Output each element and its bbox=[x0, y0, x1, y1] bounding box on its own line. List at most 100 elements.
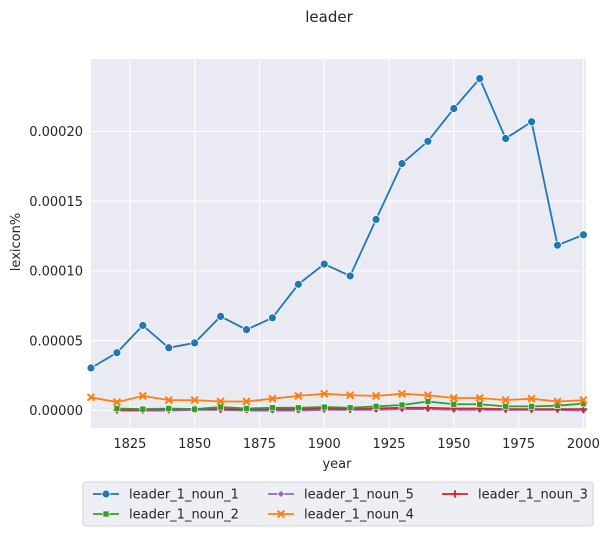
x-marker bbox=[449, 393, 458, 403]
square-marker bbox=[191, 405, 198, 413]
legend-item-leader_1_noun_2: leader_1_noun_2 bbox=[93, 508, 239, 523]
data-point bbox=[372, 403, 380, 410]
data-point bbox=[553, 397, 562, 406]
data-point bbox=[112, 398, 122, 407]
x-tick-label: 1925 bbox=[372, 437, 405, 452]
x-marker bbox=[475, 393, 484, 403]
data-point bbox=[216, 311, 225, 321]
square-marker bbox=[165, 405, 173, 412]
legend-label: leader_1_noun_1 bbox=[129, 488, 239, 503]
circle-marker bbox=[86, 363, 96, 373]
data-point bbox=[268, 313, 277, 323]
square-marker bbox=[139, 405, 147, 413]
data-point bbox=[527, 394, 536, 403]
chart-title: leader bbox=[305, 8, 353, 26]
y-tick-label: 0.00020 bbox=[29, 125, 83, 140]
square-marker bbox=[528, 403, 535, 410]
data-point bbox=[501, 134, 511, 143]
x-marker bbox=[501, 395, 510, 405]
circle-marker bbox=[527, 117, 536, 127]
y-axis-label: lexicon% bbox=[9, 213, 24, 271]
data-point bbox=[319, 259, 329, 269]
data-point bbox=[293, 279, 303, 289]
circle-marker bbox=[242, 325, 251, 335]
data-point bbox=[579, 395, 588, 405]
data-point bbox=[269, 404, 276, 412]
data-point bbox=[216, 397, 225, 406]
legend-marker bbox=[451, 490, 459, 498]
square-marker bbox=[450, 400, 458, 408]
x-tick-label: 1950 bbox=[437, 437, 470, 452]
series-leader_1_noun_4 bbox=[86, 389, 588, 407]
x-marker bbox=[553, 397, 562, 406]
circle-marker bbox=[293, 279, 303, 289]
legend-marker bbox=[101, 489, 111, 499]
x-marker bbox=[423, 391, 433, 400]
series-leader_1_noun_1 bbox=[86, 74, 588, 373]
square-marker bbox=[320, 403, 328, 411]
square-marker bbox=[113, 405, 121, 412]
x-marker bbox=[86, 393, 96, 402]
circle-marker bbox=[319, 259, 329, 269]
legend-label: leader_1_noun_5 bbox=[304, 488, 414, 503]
data-point bbox=[190, 395, 199, 405]
x-marker bbox=[216, 397, 225, 406]
plot-background bbox=[91, 59, 586, 428]
data-point bbox=[86, 393, 96, 402]
y-tick-label: 0.00005 bbox=[29, 334, 83, 349]
circle-marker bbox=[190, 338, 200, 348]
x-tick-label: 1850 bbox=[178, 437, 211, 452]
square-marker bbox=[269, 404, 276, 412]
data-point bbox=[450, 400, 458, 408]
data-point bbox=[165, 405, 173, 412]
x-tick-label: 1975 bbox=[502, 437, 535, 452]
data-point bbox=[191, 405, 198, 413]
data-point bbox=[424, 398, 432, 405]
data-point bbox=[579, 230, 588, 240]
data-point bbox=[217, 403, 224, 411]
x-marker bbox=[294, 391, 303, 401]
plus-marker bbox=[451, 490, 459, 498]
x-marker bbox=[579, 395, 588, 405]
x-marker bbox=[190, 395, 199, 405]
x-marker bbox=[276, 509, 286, 519]
circle-marker bbox=[216, 311, 225, 321]
diamond-marker bbox=[276, 489, 286, 499]
data-point bbox=[268, 394, 277, 403]
data-point bbox=[295, 404, 302, 412]
circle-marker bbox=[449, 104, 459, 113]
data-point bbox=[86, 363, 96, 373]
data-point bbox=[346, 404, 354, 412]
x-marker bbox=[346, 391, 355, 400]
plot-area: 1825 1850 1875 1900 1925 1950 1975 2000 0.00000 0… bbox=[29, 59, 600, 452]
circle-marker bbox=[268, 313, 277, 323]
data-point bbox=[242, 325, 251, 335]
x-tick-label: 1900 bbox=[308, 437, 341, 452]
data-point bbox=[424, 403, 432, 412]
square-marker bbox=[243, 405, 250, 412]
y-tick-label: 0.00000 bbox=[29, 404, 83, 419]
data-point bbox=[423, 391, 433, 400]
legend-item-leader_1_noun_1: leader_1_noun_1 bbox=[93, 488, 239, 503]
data-point bbox=[320, 389, 329, 398]
circle-marker bbox=[501, 134, 511, 143]
x-marker bbox=[268, 394, 277, 403]
circle-marker bbox=[371, 215, 381, 224]
data-point bbox=[476, 400, 484, 408]
circle-marker bbox=[138, 321, 148, 330]
data-point bbox=[139, 405, 147, 413]
data-point bbox=[475, 74, 485, 83]
legend-marker bbox=[102, 510, 110, 518]
circle-marker bbox=[579, 230, 588, 240]
data-point bbox=[113, 405, 121, 412]
legend-marker bbox=[276, 489, 286, 499]
x-marker bbox=[242, 397, 251, 406]
legend-label: leader_1_noun_4 bbox=[304, 508, 414, 523]
circle-marker bbox=[112, 348, 122, 358]
circle-marker bbox=[553, 240, 562, 250]
square-marker bbox=[424, 398, 432, 405]
data-point bbox=[320, 403, 328, 411]
legend-label: leader_1_noun_3 bbox=[478, 488, 588, 503]
legend-item-leader_1_noun_4: leader_1_noun_4 bbox=[268, 508, 414, 523]
series-line bbox=[90, 392, 584, 404]
